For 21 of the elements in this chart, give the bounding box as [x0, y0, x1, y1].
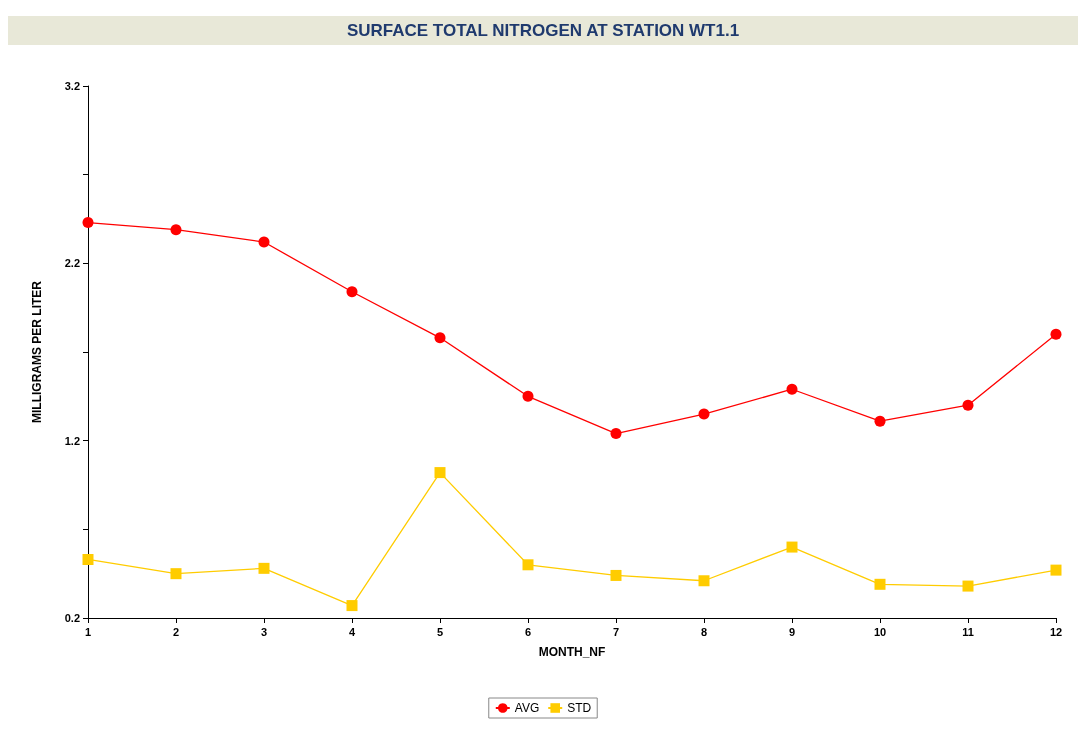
- x-tick-label: 12: [1049, 625, 1063, 638]
- y-tick-label: 0.2: [64, 612, 80, 624]
- x-tick-label: 8: [700, 625, 708, 638]
- legend-label: AVG: [514, 701, 540, 715]
- x-tick-label: 9: [788, 625, 796, 638]
- x-tick-label: 1: [84, 625, 92, 638]
- x-tick-label: 4: [348, 625, 356, 638]
- x-tick-label: 11: [962, 625, 974, 638]
- x-tick-label: 7: [612, 625, 620, 638]
- x-tick-label: 2: [172, 625, 180, 638]
- x-axis-title: MONTH_NF: [538, 645, 606, 659]
- x-tick-label: 5: [436, 625, 444, 638]
- chart-title: SURFACE TOTAL NITROGEN AT STATION WT1.1: [346, 21, 740, 40]
- x-tick-label: 3: [260, 625, 268, 638]
- y-tick-label: 1.2: [64, 434, 80, 447]
- y-tick-label: 2.2: [64, 257, 80, 270]
- x-tick-label: 10: [873, 625, 887, 638]
- y-tick-label: 3.2: [64, 80, 80, 92]
- legend-label: STD: [567, 701, 592, 715]
- x-tick-label: 6: [524, 625, 532, 638]
- y-axis-title: MILLIGRAMS PER LITER: [30, 280, 44, 423]
